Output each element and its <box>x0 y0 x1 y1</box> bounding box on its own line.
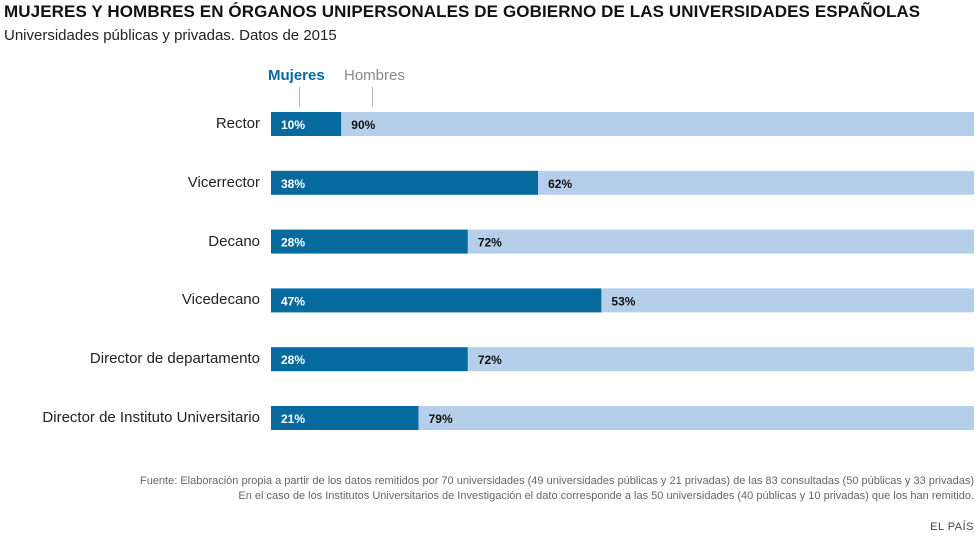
bar-mujeres-director-de-departamento <box>271 347 468 372</box>
bar-hombres-director-de-instituto-universitario <box>418 406 974 430</box>
bar-mujeres-decano <box>271 229 468 254</box>
legend-tick-hombres <box>372 87 373 107</box>
data-label-hombres-director-de-instituto-universitario: 79% <box>429 412 453 426</box>
bar-hombres-decano <box>467 229 974 254</box>
data-label-hombres-rector: 90% <box>351 118 375 132</box>
category-label-vicedecano: Vicedecano <box>181 291 260 309</box>
legend-tick-mujeres <box>299 87 300 107</box>
bar-mujeres-rector <box>271 112 342 136</box>
bar-mujeres-vicedecano <box>271 288 602 313</box>
bar-hombres-rector <box>341 112 974 136</box>
brand-logo: EL PAÍS <box>930 521 974 533</box>
bar-hombres-vicerrector <box>538 170 974 195</box>
legend-mujeres: Mujeres <box>268 67 325 84</box>
bar-hombres-vicedecano <box>601 288 974 313</box>
data-label-mujeres-vicerrector: 38% <box>281 177 305 191</box>
data-label-mujeres-decano: 28% <box>281 236 305 250</box>
data-label-hombres-vicerrector: 62% <box>548 177 572 191</box>
category-label-director-de-departamento: Director de departamento <box>89 350 260 368</box>
chart-subtitle: Universidades públicas y privadas. Datos… <box>4 27 337 44</box>
data-label-hombres-vicedecano: 53% <box>611 294 635 308</box>
data-label-mujeres-director-de-instituto-universitario: 21% <box>281 412 305 426</box>
bar-mujeres-director-de-instituto-universitario <box>271 406 419 430</box>
footnote-source: Fuente: Elaboración propia a partir de l… <box>139 475 974 487</box>
footnote-institutes: En el caso de los Institutos Universitar… <box>238 490 974 502</box>
chart-title: MUJERES Y HOMBRES EN ÓRGANOS UNIPERSONAL… <box>4 2 921 21</box>
bar-mujeres-vicerrector <box>271 170 539 195</box>
data-label-mujeres-vicedecano: 47% <box>281 294 305 308</box>
data-label-mujeres-director-de-departamento: 28% <box>281 353 305 367</box>
category-label-vicerrector: Vicerrector <box>187 173 260 191</box>
data-label-mujeres-rector: 10% <box>281 118 305 132</box>
bar-hombres-director-de-departamento <box>467 347 974 372</box>
category-label-director-de-instituto-universitario: Director de Instituto Universitario <box>42 409 260 426</box>
category-label-rector: Rector <box>215 115 260 132</box>
data-label-hombres-director-de-departamento: 72% <box>478 353 502 367</box>
legend-hombres: Hombres <box>344 67 405 84</box>
data-label-hombres-decano: 72% <box>478 236 502 250</box>
category-label-decano: Decano <box>208 232 260 250</box>
